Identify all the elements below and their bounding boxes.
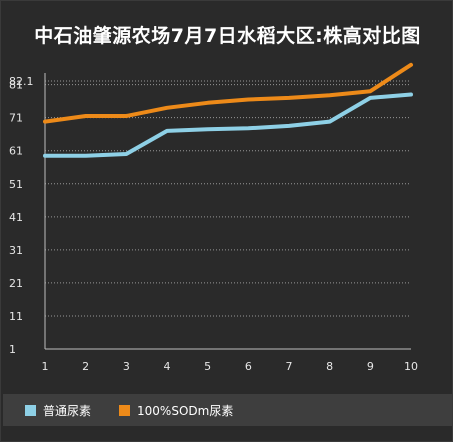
x-tick-label-3: 4 [164,360,171,373]
series-line-0 [43,92,413,158]
y-tick-label-6: 61 [9,145,23,158]
y-tick-label-9: 82.1 [9,75,34,88]
x-tick-label-6: 7 [286,360,293,373]
x-tick-label-1: 2 [82,360,89,373]
legend-item-1: 100%SODm尿素 [119,402,233,419]
y-tick-label-4: 41 [9,211,23,224]
x-tick-label-4: 5 [204,360,211,373]
series-0-point-6 [287,124,291,128]
x-tick-label-8: 9 [367,360,374,373]
legend-swatch-0 [25,404,36,416]
x-tick-label-5: 6 [245,360,252,373]
y-tick-label-3: 31 [9,244,23,257]
series-1-point-4 [206,101,210,105]
series-0-point-5 [246,126,250,130]
series-1-point-2 [124,114,128,118]
series-0-point-3 [165,129,169,133]
y-tick-label-1: 11 [9,310,23,323]
x-tick-label-9: 10 [404,360,418,373]
series-0-point-1 [84,154,88,158]
series-0-point-9 [409,93,413,97]
series-0-point-8 [368,96,372,100]
series-1-point-0 [43,120,47,124]
series-1-point-7 [328,93,332,97]
series-1-point-3 [165,106,169,110]
series-0-point-7 [328,120,332,124]
series-1-point-6 [287,96,291,100]
legend-swatch-1 [119,404,131,416]
series-1-point-1 [84,114,88,118]
legend-label-0: 普通尿素 [43,403,92,418]
y-tick-label-8: 81 [9,79,23,92]
y-tick-label-0: 1 [9,343,16,356]
y-tick-label-5: 51 [9,178,23,191]
series-1-point-9 [409,63,413,67]
y-tick-label-7: 71 [9,112,23,125]
legend-label-1: 100%SODm尿素 [137,403,234,418]
x-tick-label-7: 8 [326,360,333,373]
series-1-point-8 [368,89,372,93]
x-tick-label-0: 1 [42,360,49,373]
series-line-1 [43,62,413,124]
series-1-point-5 [246,98,250,102]
series-0-point-4 [206,127,210,131]
chart-title: 中石油肇源农场7月7日水稻大区:株高对比图 [34,25,421,47]
series-0-point-0 [43,154,47,158]
x-tick-label-2: 3 [123,360,130,373]
legend-item-0: 普通尿素 [25,402,91,419]
series-0-point-2 [124,152,128,156]
y-tick-label-2: 21 [9,277,23,290]
legend: 普通尿素 100%SODm尿素 [3,394,452,426]
